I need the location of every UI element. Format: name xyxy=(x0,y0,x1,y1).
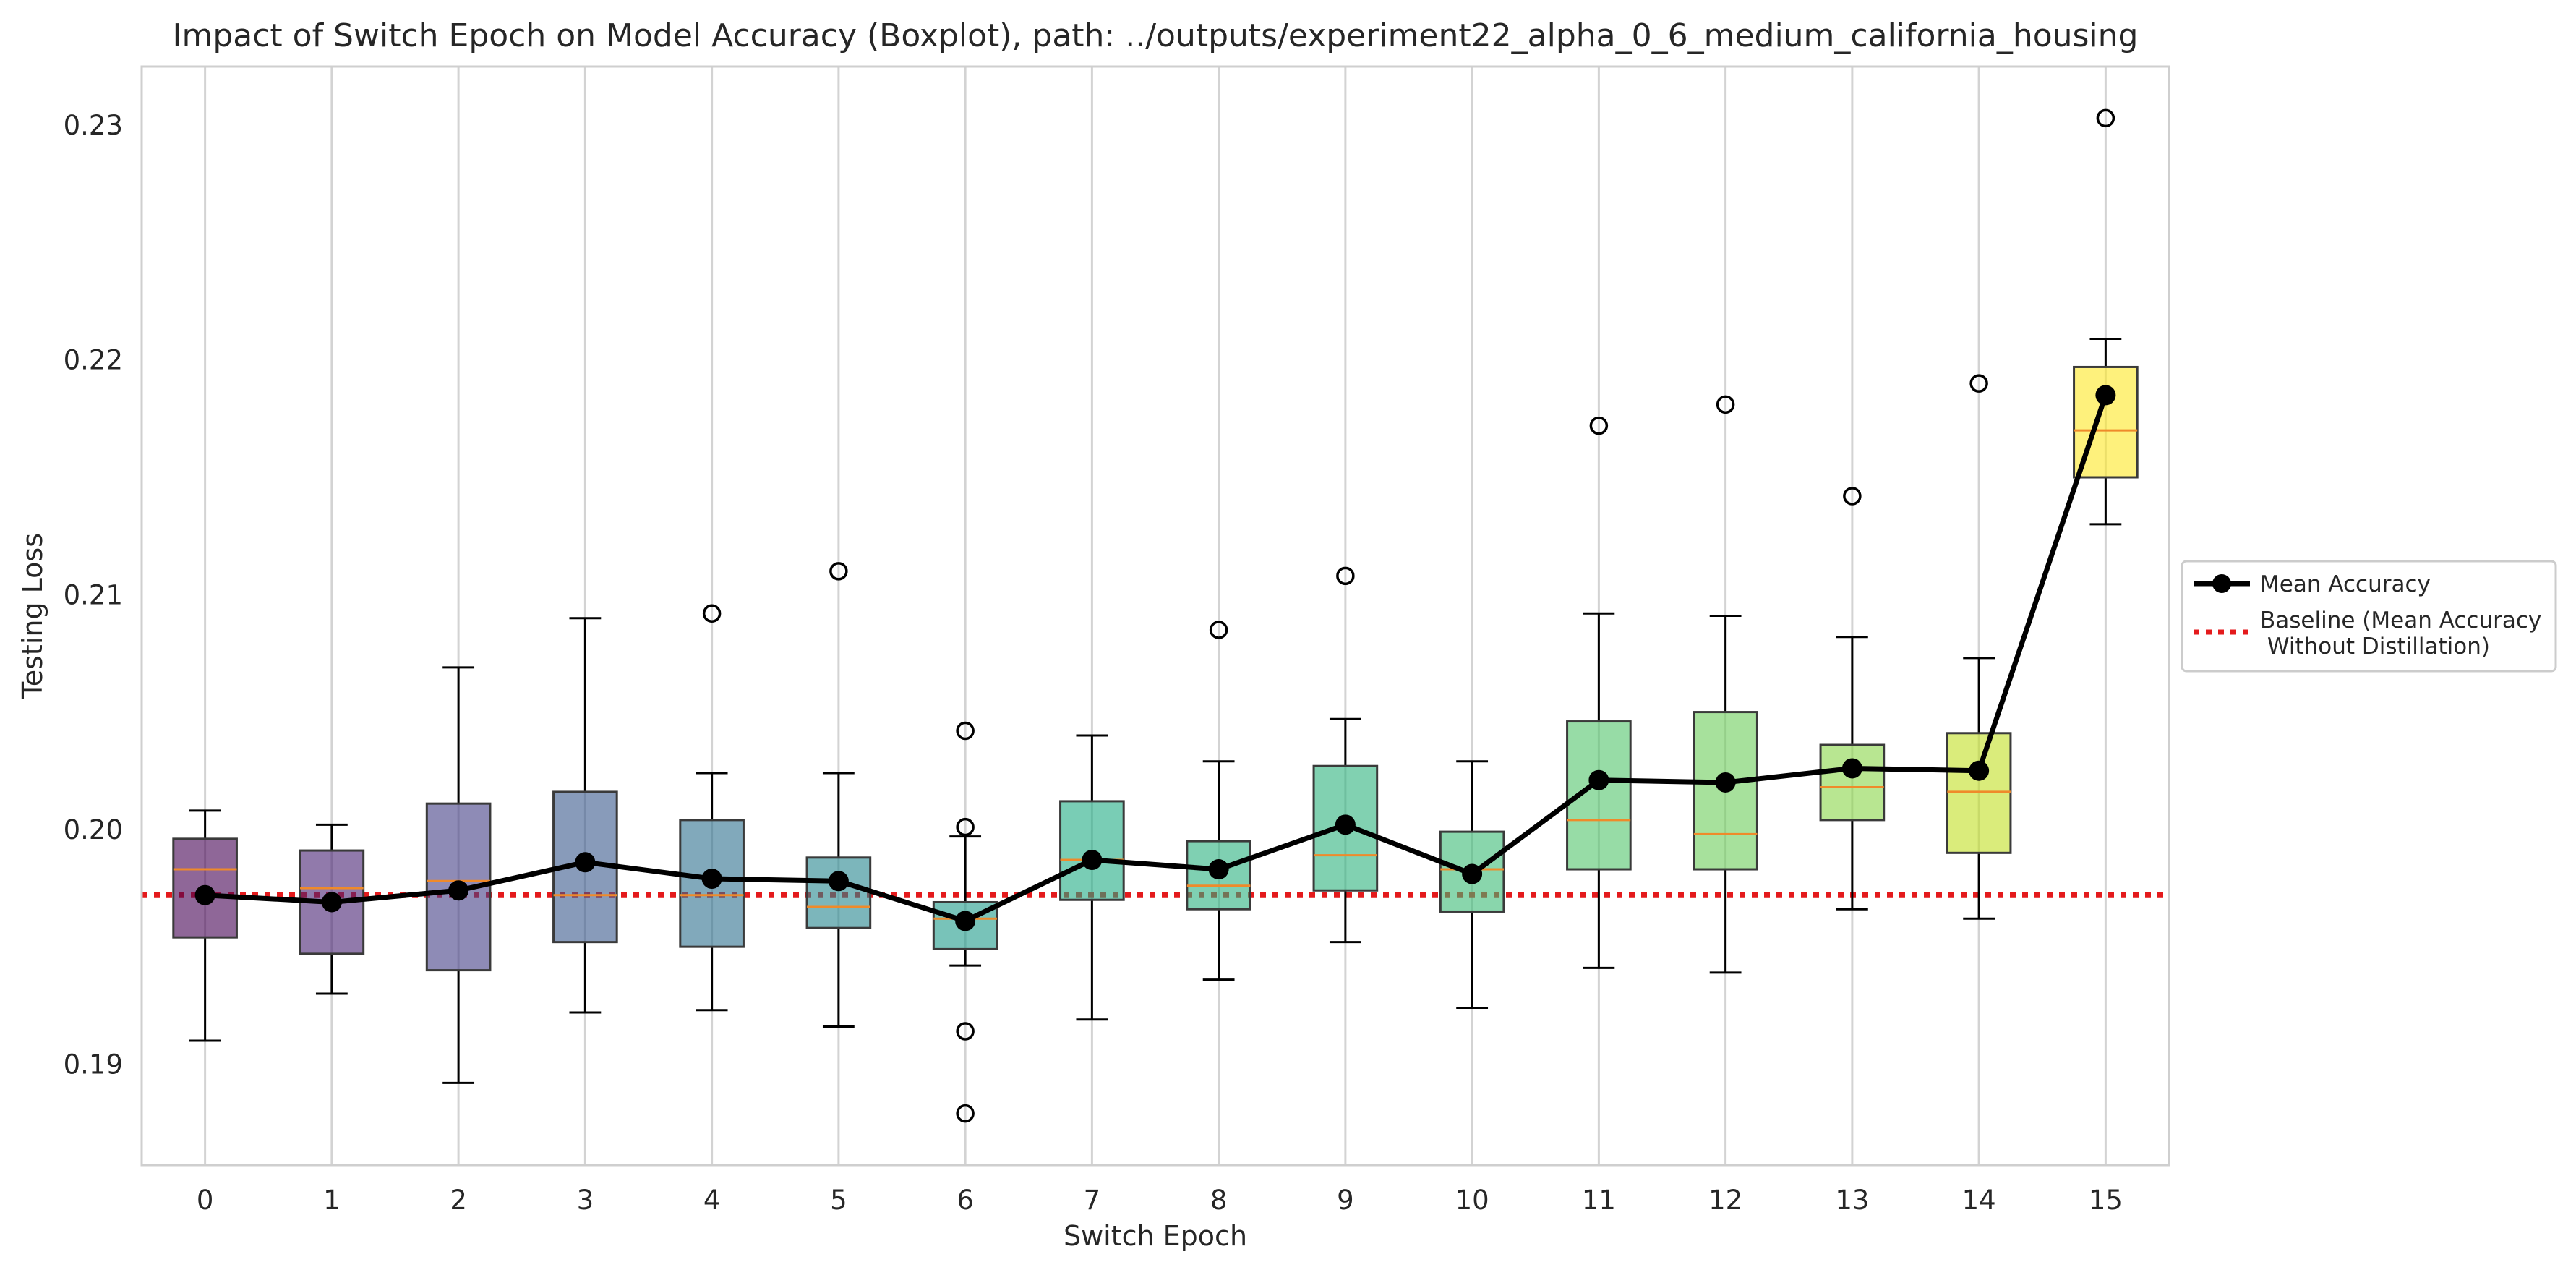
mean-point xyxy=(1462,863,1483,884)
mean-point xyxy=(194,884,215,905)
box-epoch-8 xyxy=(1186,621,1251,981)
x-axis-label: Switch Epoch xyxy=(1064,1220,1247,1252)
mean-point xyxy=(1715,772,1736,793)
legend-frame xyxy=(2181,560,2557,673)
outlier xyxy=(1969,374,1988,393)
y-axis-label: Testing Loss xyxy=(17,533,48,699)
y-tick-label: 0.23 xyxy=(64,110,123,141)
outlier xyxy=(829,562,848,581)
outlier xyxy=(702,604,722,623)
mean-point xyxy=(701,869,722,890)
y-tick-label: 0.21 xyxy=(64,579,123,610)
legend-label-mean: Mean Accuracy xyxy=(2260,571,2431,597)
outlier xyxy=(1209,621,1228,639)
mean-line-layer xyxy=(194,385,2116,931)
x-tick-label: 11 xyxy=(1582,1185,1616,1216)
outlier xyxy=(956,1022,975,1041)
outlier xyxy=(1589,416,1609,435)
plot-frame xyxy=(140,65,2170,1167)
x-tick-label: 10 xyxy=(1455,1185,1489,1216)
x-tick-label: 3 xyxy=(577,1185,594,1216)
box-epoch-4 xyxy=(679,604,745,1012)
mean-point xyxy=(1841,758,1862,779)
x-tick-labels: 0 1 2 3 4 5 6 7 8 9 10 11 12 13 14 15 xyxy=(197,1185,2123,1216)
box xyxy=(1819,743,1886,822)
box xyxy=(679,819,745,948)
mean-point xyxy=(448,880,469,901)
x-tick-label: 8 xyxy=(1210,1185,1228,1216)
outlier xyxy=(956,721,975,741)
x-tick-label: 0 xyxy=(197,1185,214,1216)
outlier xyxy=(956,817,975,837)
boxes xyxy=(172,108,2139,1123)
legend: Mean Accuracy Baseline (Mean Accuracy Wit… xyxy=(2181,560,2557,673)
y-tick-label: 0.22 xyxy=(64,345,123,376)
chart-title: Impact of Switch Epoch on Model Accuracy… xyxy=(173,17,2139,54)
mean-point xyxy=(1335,814,1356,835)
box xyxy=(1946,732,2012,854)
outlier xyxy=(1716,395,1735,414)
x-tick-label: 14 xyxy=(1962,1185,1996,1216)
y-tick-labels: 0.19 0.20 0.21 0.22 0.23 xyxy=(64,110,123,1080)
y-tick-label: 0.19 xyxy=(64,1049,123,1080)
legend-label-baseline: Without Distillation) xyxy=(2260,634,2490,660)
x-tick-label: 7 xyxy=(1084,1185,1101,1216)
mean-point xyxy=(2095,385,2116,406)
mean-point xyxy=(575,852,596,873)
mean-accuracy-line xyxy=(205,394,2108,924)
outlier xyxy=(1843,487,1862,506)
mean-point xyxy=(1969,760,1990,781)
mean-point xyxy=(1208,859,1229,880)
mean-point xyxy=(828,871,849,892)
box-epoch-14 xyxy=(1946,374,2012,920)
y-tick-label: 0.20 xyxy=(64,814,123,845)
outlier xyxy=(2096,108,2115,128)
x-tick-label: 1 xyxy=(323,1185,341,1216)
box-epoch-13 xyxy=(1819,487,1886,911)
box xyxy=(805,856,872,929)
x-tick-label: 4 xyxy=(703,1185,721,1216)
x-tick-label: 6 xyxy=(957,1185,974,1216)
x-tick-label: 2 xyxy=(450,1185,467,1216)
outlier xyxy=(1336,566,1355,586)
legend-label-baseline: Baseline (Mean Accuracy xyxy=(2260,607,2541,634)
mean-point xyxy=(955,911,976,931)
box xyxy=(1186,840,1251,911)
mean-point xyxy=(1082,850,1103,871)
x-tick-label: 15 xyxy=(2089,1185,2123,1216)
mean-point xyxy=(321,892,342,913)
x-tick-label: 9 xyxy=(1337,1185,1354,1216)
x-tick-label: 12 xyxy=(1708,1185,1742,1216)
outlier xyxy=(956,1104,975,1123)
legend-marker-mean xyxy=(2212,574,2231,593)
x-tick-label: 13 xyxy=(1835,1185,1869,1216)
x-tick-label: 5 xyxy=(830,1185,847,1216)
mean-point xyxy=(1588,769,1609,790)
box-epoch-5 xyxy=(805,562,872,1028)
